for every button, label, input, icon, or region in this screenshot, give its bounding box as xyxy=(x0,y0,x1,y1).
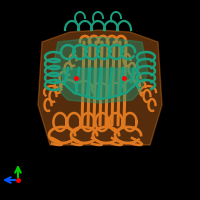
Polygon shape xyxy=(52,37,148,103)
Polygon shape xyxy=(38,30,162,145)
